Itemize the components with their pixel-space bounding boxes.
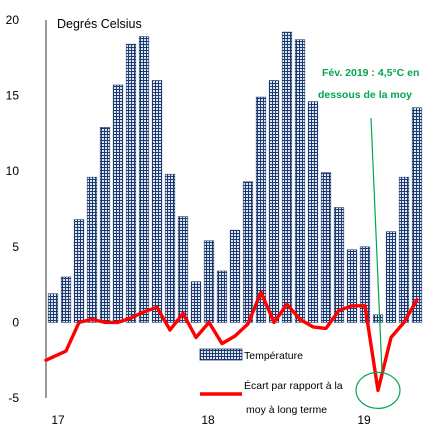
- bar-temperature-2018-11: [333, 207, 345, 323]
- bar-temperature-2017-12: [190, 281, 202, 323]
- y-tick-label: 20: [6, 13, 20, 27]
- y-tick-label: 0: [12, 315, 19, 329]
- bar-temperature-2017-03: [73, 219, 85, 323]
- bar-temperature-2017-02: [60, 276, 72, 323]
- legend-label-ecart-line1: Écart par rapport à la: [244, 379, 343, 392]
- bar-temperature-2017-11: [177, 216, 189, 323]
- bar-temperature-2019-02: [372, 314, 384, 323]
- annotation-connector: [370, 117, 383, 373]
- bar-temperature-2019-05: [411, 107, 423, 323]
- bar-temperature-2018-07: [281, 31, 293, 323]
- bar-temperature-2017-01: [47, 293, 59, 323]
- x-tick-label: 19: [357, 413, 371, 425]
- bar-temperature-2017-09: [151, 80, 163, 323]
- bar-temperature-2018-06: [268, 80, 280, 323]
- bar-temperature-2017-05: [99, 127, 111, 323]
- bar-temperature-2018-04: [242, 181, 254, 323]
- x-tick-label: 17: [51, 413, 65, 425]
- y-tick-label: -5: [8, 391, 19, 405]
- bar-temperature-2017-04: [86, 176, 98, 323]
- legend-label-ecart-line2: moy à long terme: [246, 404, 327, 416]
- bar-temperature-2018-05: [255, 96, 267, 323]
- y-tick-label: 5: [12, 240, 19, 254]
- bar-temperature-2017-06: [112, 84, 124, 323]
- y-axis-title: Degrés Celsius: [57, 17, 142, 31]
- legend-swatch-bar: [199, 348, 243, 361]
- bar-temperature-2018-10: [320, 172, 332, 323]
- bar-temperature-2019-03: [385, 231, 397, 323]
- bar-temperature-2018-01: [203, 240, 215, 323]
- bar-temperature-2018-12: [346, 249, 358, 323]
- annotation-text-line2: dessous de la moy: [318, 89, 412, 101]
- bar-temperature-2018-09: [307, 101, 319, 323]
- bar-temperature-2019-01: [359, 246, 371, 323]
- bar-temperature-2018-02: [216, 270, 228, 323]
- y-tick-label: 15: [6, 89, 20, 103]
- bar-temperature-2019-04: [398, 176, 410, 323]
- bar-temperature-2017-08: [138, 36, 150, 323]
- bar-temperature-2017-07: [125, 43, 137, 323]
- x-tick-label: 18: [201, 413, 215, 425]
- bar-temperature-2018-03: [229, 229, 241, 323]
- bar-temperature-2017-10: [164, 173, 176, 323]
- annotation-text-line1: Fév. 2019 : 4,5°C en: [322, 67, 419, 79]
- bar-temperature-2018-08: [294, 39, 306, 323]
- y-tick-label: 10: [6, 164, 20, 178]
- line-ecart-moyenne: [44, 290, 419, 393]
- legend-label-temperature: Température: [244, 350, 303, 362]
- annotation-ellipse: [355, 371, 401, 409]
